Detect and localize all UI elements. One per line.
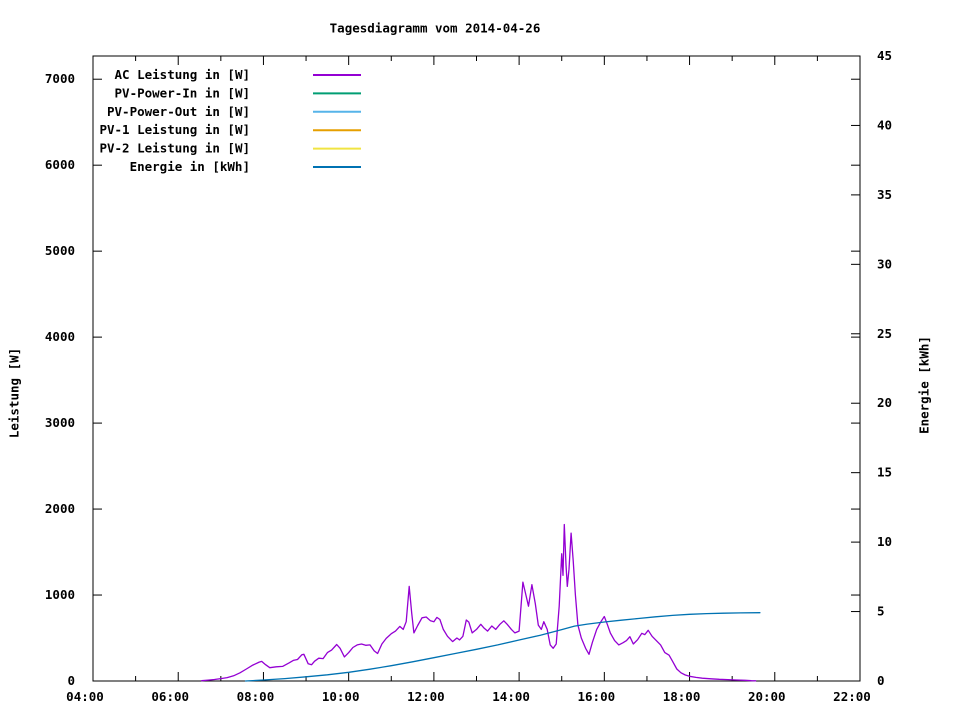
y2-tick-label: 0 [877, 673, 885, 688]
chart-title: Tagesdiagramm vom 2014-04-26 [329, 20, 541, 36]
legend-label-energie-in-kwh: Energie in [kWh] [130, 159, 250, 174]
x-tick-label: 12:00 [407, 689, 445, 704]
y2-tick-label: 25 [877, 326, 892, 341]
x-tick-label: 10:00 [322, 689, 360, 704]
legend-label-pv-power-out-in-w: PV-Power-Out in [W] [107, 104, 250, 119]
series-energie-in-kwh [244, 612, 761, 682]
legend-label-pv-power-in-in-w: PV-Power-In in [W] [115, 85, 250, 100]
y-tick-label: 6000 [45, 157, 75, 172]
y2-tick-label: 40 [877, 117, 892, 132]
x-tick-label: 18:00 [663, 689, 701, 704]
y2-tick-label: 20 [877, 395, 892, 410]
x-tick-label: 08:00 [237, 689, 275, 704]
y2-tick-label: 10 [877, 534, 892, 549]
x-tick-label: 20:00 [748, 689, 786, 704]
x-tick-label: 04:00 [66, 689, 104, 704]
x-tick-label: 06:00 [151, 689, 189, 704]
legend-label-ac-leistung-in-w: AC Leistung in [W] [115, 67, 250, 82]
y-tick-label: 7000 [45, 71, 75, 86]
y-tick-label: 0 [67, 673, 75, 688]
y-tick-label: 5000 [45, 243, 75, 258]
y-tick-label: 2000 [45, 501, 75, 516]
legend-label-pv-2-leistung-in-w: PV-2 Leistung in [W] [99, 141, 250, 156]
y2-tick-label: 45 [877, 48, 892, 63]
y-tick-label: 4000 [45, 329, 75, 344]
y2-tick-label: 35 [877, 187, 892, 202]
series-ac-leistung-in-w [201, 523, 757, 682]
y2-tick-label: 15 [877, 465, 892, 480]
legend-label-pv-1-leistung-in-w: PV-1 Leistung in [W] [99, 122, 250, 137]
x-tick-label: 22:00 [833, 689, 871, 704]
y2-tick-label: 5 [877, 604, 885, 619]
x-tick-label: 14:00 [492, 689, 530, 704]
x-tick-label: 16:00 [578, 689, 616, 704]
y-tick-label: 3000 [45, 415, 75, 430]
y2-tick-label: 30 [877, 256, 892, 271]
y-tick-label: 1000 [45, 587, 75, 602]
